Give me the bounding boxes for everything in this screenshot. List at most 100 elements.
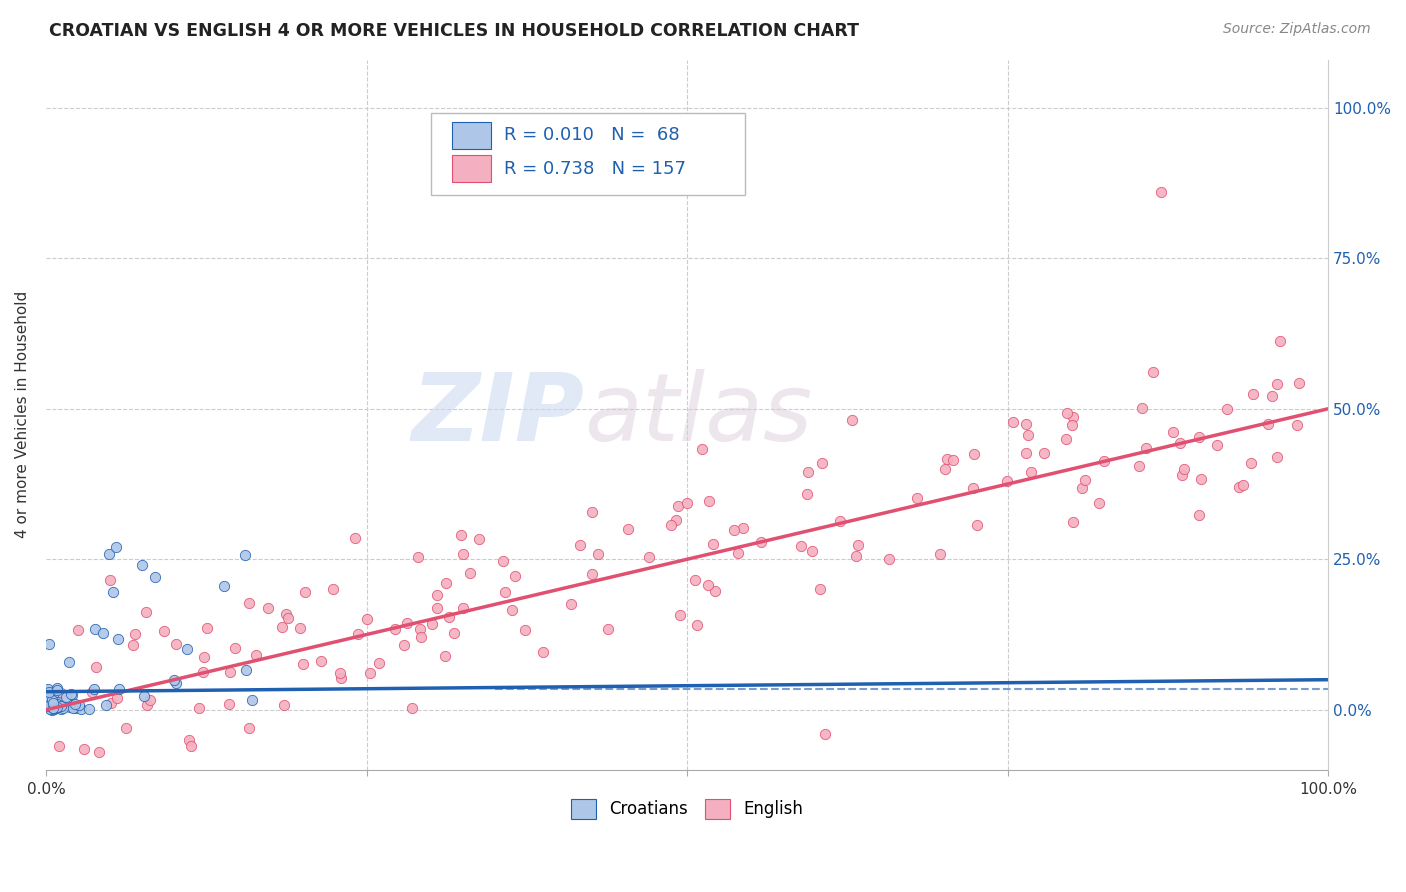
Point [1088,496,1111,510]
Point [846,538,869,552]
Bar [453,155,491,182]
Point [55,699,77,714]
Bar [453,122,491,149]
Point [212,579,235,593]
Point [1168,436,1191,450]
Point [1257,417,1279,431]
Point [322,582,344,596]
Point [426,601,449,615]
Point [165,675,187,690]
Point [288,620,311,634]
Point [1062,417,1084,432]
Point [37,690,59,705]
Point [37,681,59,696]
FancyBboxPatch shape [430,113,745,194]
Point [67,698,90,712]
Point [749,534,772,549]
Point [77,702,100,716]
Point [256,600,278,615]
Point [1265,450,1288,465]
Point [73,742,96,756]
Point [1189,472,1212,486]
Point [44,702,66,716]
Point [37,698,59,712]
Point [359,665,381,680]
Point [153,624,176,638]
Point [274,607,297,621]
Point [38,637,60,651]
Point [35,697,58,711]
Point [124,627,146,641]
Point [531,645,554,659]
Point [98,547,121,561]
Point [138,692,160,706]
Point [143,570,166,584]
Point [45,698,67,712]
Point [163,673,186,687]
Point [62,701,84,715]
Point [240,693,263,707]
Point [439,609,461,624]
Point [1187,508,1209,522]
Point [686,617,709,632]
Point [796,487,818,501]
Point [501,603,523,617]
Point [46,695,69,709]
Point [934,462,956,476]
Point [422,616,444,631]
Point [1150,185,1173,199]
Point [69,701,91,715]
Point [1142,365,1164,379]
Point [426,589,449,603]
Point [1062,515,1084,529]
Point [443,625,465,640]
Point [696,578,718,592]
Point [665,513,688,527]
Point [808,582,831,596]
Point [134,690,156,704]
Point [235,663,257,677]
Point [1205,438,1227,452]
Point [1017,428,1039,442]
Point [87,745,110,759]
Point [1227,480,1250,494]
Point [384,622,406,636]
Point [38,685,60,699]
Point [45,697,67,711]
Point [41,694,63,708]
Point [131,558,153,573]
Point [84,623,107,637]
Point [962,481,984,495]
Point [450,528,472,542]
Point [411,630,433,644]
Point [193,665,215,679]
Point [114,721,136,735]
Point [1071,481,1094,495]
Point [100,696,122,710]
Point [515,623,537,637]
Point [963,447,986,461]
Point [193,649,215,664]
Text: atlas: atlas [585,369,813,460]
Point [309,654,332,668]
Point [1132,401,1154,415]
Point [581,505,603,519]
Point [1015,446,1038,460]
Point [59,700,82,714]
Point [238,721,260,735]
Point [727,546,749,560]
Point [1161,425,1184,440]
Point [42,689,65,703]
Point [1135,441,1157,455]
Point [343,531,366,545]
Y-axis label: 4 or more Vehicles in Household: 4 or more Vehicles in Household [15,291,30,539]
Point [62,698,84,713]
Point [121,638,143,652]
Point [45,700,67,714]
Point [1265,376,1288,391]
Point [238,596,260,610]
Point [581,567,603,582]
Point [165,637,187,651]
Point [731,521,754,535]
Point [586,547,609,561]
